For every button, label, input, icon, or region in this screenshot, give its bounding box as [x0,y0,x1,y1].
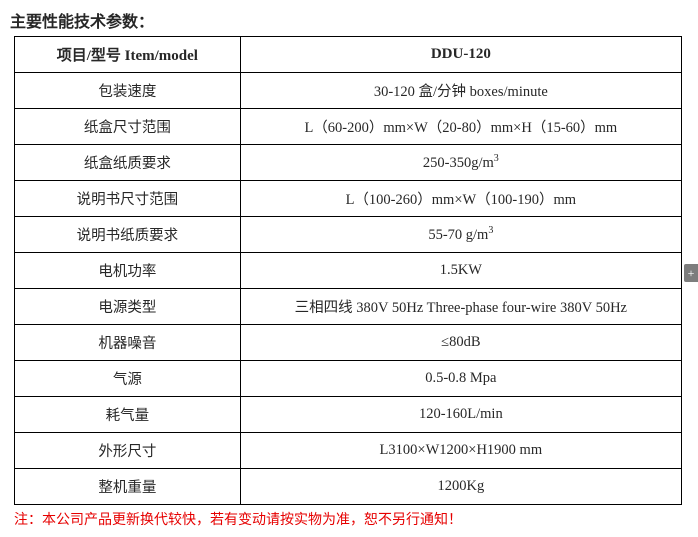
row-value: L（60-200）mm×W（20-80）mm×H（15-60）mm [240,109,681,145]
row-value: 120-160L/min [240,397,681,433]
table-row: 包装速度30-120 盒/分钟 boxes/minute [15,73,682,109]
row-item: 纸盒尺寸范围 [15,109,241,145]
row-value: 250-350g/m3 [240,145,681,181]
row-value: L（100-260）mm×W（100-190）mm [240,181,681,217]
row-value: ≤80dB [240,325,681,361]
row-item: 耗气量 [15,397,241,433]
table-row: 说明书纸质要求55-70 g/m3 [15,217,682,253]
row-item: 整机重量 [15,469,241,505]
row-value: 1200Kg [240,469,681,505]
table-header-row: 项目/型号 Item/model DDU-120 [15,37,682,73]
row-item: 机器噪音 [15,325,241,361]
table-row: 整机重量1200Kg [15,469,682,505]
table-row: 纸盒尺寸范围L（60-200）mm×W（20-80）mm×H（15-60）mm [15,109,682,145]
footnote: 注：本公司产品更新换代较快，若有变动请按实物为准，恕不另行通知！ [8,509,690,529]
row-item: 电源类型 [15,289,241,325]
header-item: 项目/型号 Item/model [15,37,241,73]
table-body: 包装速度30-120 盒/分钟 boxes/minute纸盒尺寸范围L（60-2… [15,73,682,505]
row-value: 55-70 g/m3 [240,217,681,253]
row-item: 说明书尺寸范围 [15,181,241,217]
spec-table: 项目/型号 Item/model DDU-120 包装速度30-120 盒/分钟… [14,36,682,505]
row-item: 外形尺寸 [15,433,241,469]
table-row: 机器噪音≤80dB [15,325,682,361]
table-row: 说明书尺寸范围L（100-260）mm×W（100-190）mm [15,181,682,217]
row-value: 30-120 盒/分钟 boxes/minute [240,73,681,109]
row-item: 包装速度 [15,73,241,109]
expand-plus-icon[interactable]: + [684,264,698,282]
row-item: 纸盒纸质要求 [15,145,241,181]
table-row: 纸盒纸质要求250-350g/m3 [15,145,682,181]
table-row: 耗气量120-160L/min [15,397,682,433]
row-value: L3100×W1200×H1900 mm [240,433,681,469]
row-value: 0.5-0.8 Mpa [240,361,681,397]
table-row: 电机功率1.5KW [15,253,682,289]
table-row: 电源类型三相四线 380V 50Hz Three-phase four-wire… [15,289,682,325]
table-row: 气源0.5-0.8 Mpa [15,361,682,397]
page-title: 主要性能技术参数： [8,8,690,32]
row-item: 电机功率 [15,253,241,289]
table-row: 外形尺寸L3100×W1200×H1900 mm [15,433,682,469]
row-item: 说明书纸质要求 [15,217,241,253]
header-value: DDU-120 [240,37,681,73]
row-item: 气源 [15,361,241,397]
row-value: 三相四线 380V 50Hz Three-phase four-wire 380… [240,289,681,325]
row-value: 1.5KW [240,253,681,289]
